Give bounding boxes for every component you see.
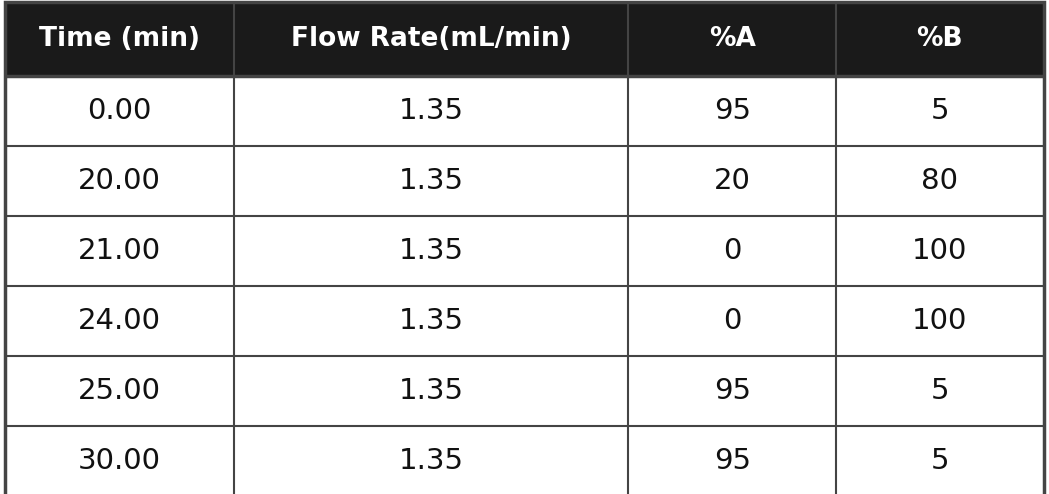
Text: %B: %B <box>917 26 963 52</box>
Text: 1.35: 1.35 <box>399 237 464 265</box>
Text: 21.00: 21.00 <box>78 237 162 265</box>
Bar <box>5 286 1044 356</box>
Text: 95: 95 <box>713 377 751 405</box>
Text: 0: 0 <box>723 237 742 265</box>
Bar <box>5 146 1044 216</box>
Text: 80: 80 <box>921 167 959 195</box>
Text: 1.35: 1.35 <box>399 97 464 124</box>
Text: 0.00: 0.00 <box>87 97 152 124</box>
Text: %A: %A <box>709 26 755 52</box>
Bar <box>5 216 1044 286</box>
Text: 20.00: 20.00 <box>78 167 160 195</box>
Text: 1.35: 1.35 <box>399 307 464 335</box>
Text: Time (min): Time (min) <box>39 26 200 52</box>
Bar <box>5 356 1044 426</box>
Text: 100: 100 <box>913 307 967 335</box>
Text: 5: 5 <box>930 448 949 475</box>
Text: 25.00: 25.00 <box>78 377 160 405</box>
Bar <box>5 426 1044 494</box>
Text: 20: 20 <box>713 167 751 195</box>
Text: 1.35: 1.35 <box>399 377 464 405</box>
Text: 100: 100 <box>913 237 967 265</box>
Text: 30.00: 30.00 <box>78 448 160 475</box>
Text: 95: 95 <box>713 448 751 475</box>
Text: Flow Rate(mL/min): Flow Rate(mL/min) <box>291 26 572 52</box>
Text: 1.35: 1.35 <box>399 167 464 195</box>
Text: 5: 5 <box>930 377 949 405</box>
Text: 1.35: 1.35 <box>399 448 464 475</box>
Text: 0: 0 <box>723 307 742 335</box>
Text: 24.00: 24.00 <box>78 307 160 335</box>
Text: 95: 95 <box>713 97 751 124</box>
Bar <box>5 2 1044 76</box>
Bar <box>5 76 1044 146</box>
Text: 5: 5 <box>930 97 949 124</box>
